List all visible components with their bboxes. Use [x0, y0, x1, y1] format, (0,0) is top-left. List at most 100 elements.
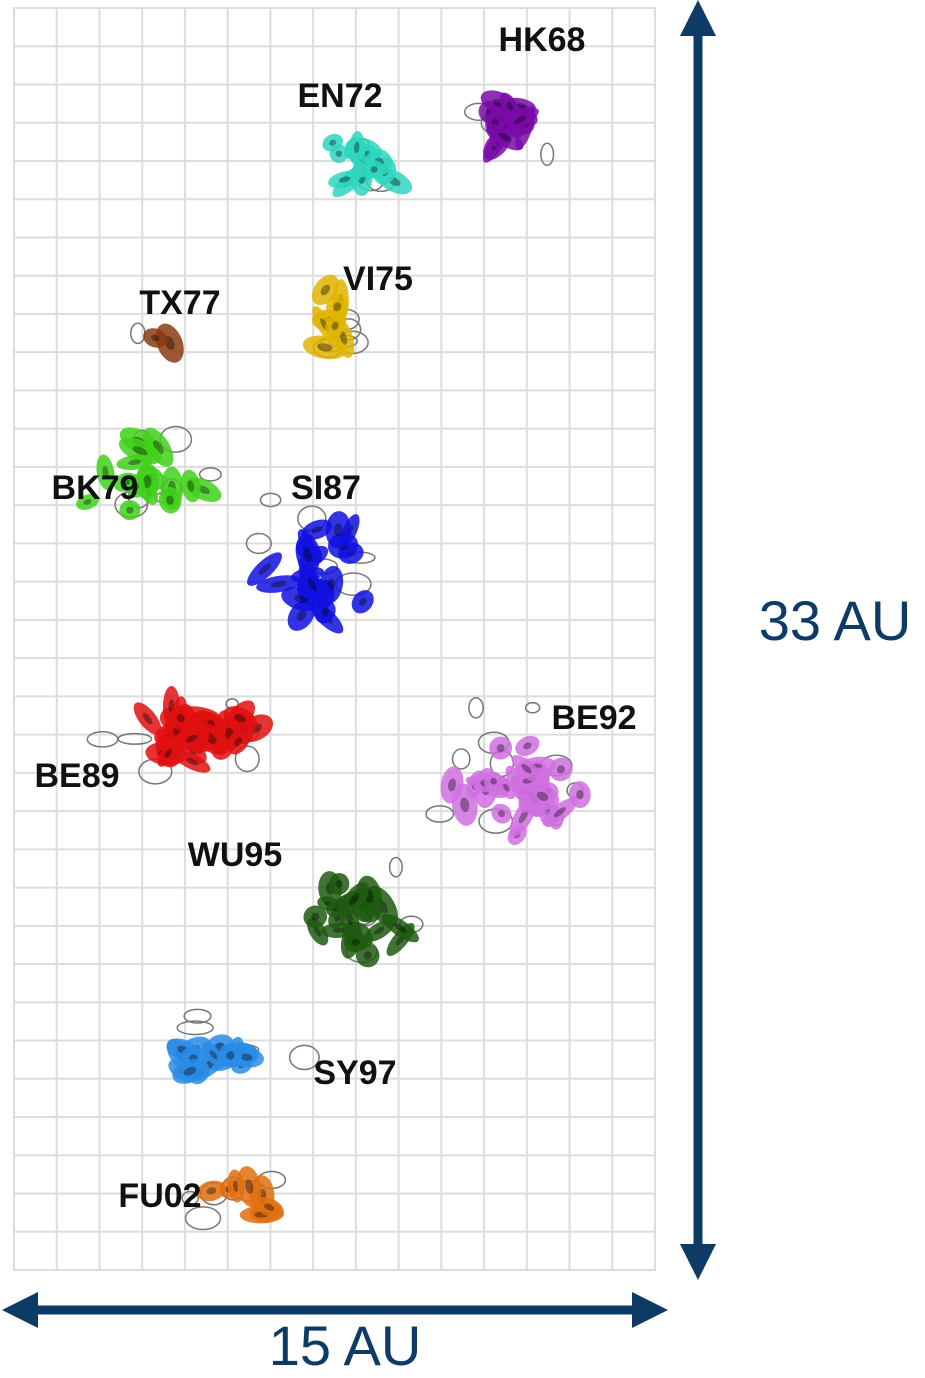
strain-core — [126, 506, 134, 514]
strain-core — [240, 1053, 253, 1061]
strain-core — [296, 609, 307, 621]
strain — [247, 552, 283, 586]
strain — [303, 905, 328, 929]
strain-core — [506, 101, 514, 112]
strain-core — [132, 446, 148, 456]
strain — [381, 913, 419, 943]
strain — [113, 472, 139, 492]
width-label: 15 AU — [269, 1314, 422, 1377]
strain-core — [317, 343, 333, 352]
strain-core — [209, 1050, 218, 1060]
reference-strain — [183, 1008, 212, 1024]
strain-core — [335, 880, 343, 888]
strain — [363, 160, 385, 179]
reference-strain — [184, 1206, 222, 1231]
strain-core — [121, 478, 131, 486]
strain — [254, 1196, 284, 1218]
cluster-label: VI75 — [343, 260, 413, 298]
reference-strain — [181, 1190, 200, 1206]
reference-strain — [425, 805, 455, 823]
strain-core — [333, 302, 341, 312]
strain-core — [553, 807, 566, 818]
strain-core — [187, 480, 195, 492]
strain-core — [331, 321, 339, 331]
strain-core — [143, 475, 152, 488]
reference-strain — [388, 856, 403, 878]
strain — [351, 590, 374, 614]
strain — [298, 564, 327, 605]
strain-core — [311, 912, 320, 921]
strain-core — [498, 132, 512, 142]
strain-core — [164, 336, 175, 351]
strain-core — [320, 284, 331, 296]
strain-core — [576, 789, 584, 800]
reference-strain — [176, 1020, 214, 1036]
strain-core — [354, 141, 360, 154]
strain-core — [351, 938, 360, 946]
strain — [349, 130, 365, 164]
cluster-label: BK79 — [52, 469, 139, 507]
strain-core — [358, 597, 367, 606]
cluster-labels: HK68 EN72 VI75 TX77 BK79 SI87 BE92 BE89 WU95 SY97… — [34, 21, 636, 1215]
strain — [515, 735, 540, 756]
grid-frame — [13, 7, 656, 1271]
strain-core — [83, 499, 92, 505]
strain-core — [556, 765, 565, 774]
strain — [491, 803, 512, 824]
cluster-label: EN72 — [297, 77, 382, 115]
strain-core — [521, 763, 532, 774]
strain-core — [335, 150, 343, 157]
cluster-label: SI87 — [291, 469, 361, 507]
cluster-label: FU02 — [118, 1177, 201, 1215]
strain-core — [245, 1179, 254, 1194]
strain — [76, 493, 99, 510]
strain-core — [166, 495, 174, 505]
strain — [325, 313, 346, 338]
strain-core — [523, 742, 532, 750]
strain — [256, 575, 302, 593]
strain — [343, 932, 368, 953]
reference-strain — [468, 697, 484, 719]
reference-strain — [524, 701, 541, 714]
strain-core — [349, 893, 360, 906]
strain — [172, 1058, 208, 1084]
strain — [116, 454, 153, 471]
cluster-label: BE89 — [34, 757, 119, 795]
strain — [328, 873, 350, 895]
reference-strain — [540, 142, 555, 167]
strain — [133, 702, 162, 735]
strain-core — [332, 927, 346, 933]
strain-core — [512, 115, 527, 125]
strain — [157, 739, 180, 767]
strain-core — [313, 926, 322, 937]
strain-core — [393, 923, 407, 934]
strain-core — [258, 563, 271, 576]
strain-core — [206, 1187, 217, 1195]
strain-core — [329, 139, 337, 146]
strain — [143, 328, 168, 348]
strain-core — [186, 734, 197, 743]
strain — [197, 1180, 226, 1202]
strain — [181, 469, 201, 503]
reference-strain — [451, 748, 471, 770]
strain — [325, 511, 351, 549]
strain-core — [363, 951, 372, 960]
strain — [525, 783, 560, 810]
strain-core — [536, 791, 549, 801]
reference-strain — [288, 1044, 320, 1071]
strain-core — [264, 1203, 275, 1211]
strain — [325, 293, 349, 320]
strain-core — [183, 1066, 197, 1076]
strain-core — [164, 748, 173, 759]
strain-core — [518, 809, 529, 824]
cluster-label: HK68 — [499, 21, 586, 59]
strain-core — [503, 783, 510, 792]
strains — [76, 90, 591, 1231]
strain — [339, 881, 369, 917]
strain — [569, 781, 591, 809]
cluster-label: BE92 — [551, 699, 636, 737]
reference-strain — [198, 467, 222, 482]
strain-core — [234, 737, 243, 747]
strain — [96, 454, 115, 491]
strain-core — [339, 330, 348, 345]
